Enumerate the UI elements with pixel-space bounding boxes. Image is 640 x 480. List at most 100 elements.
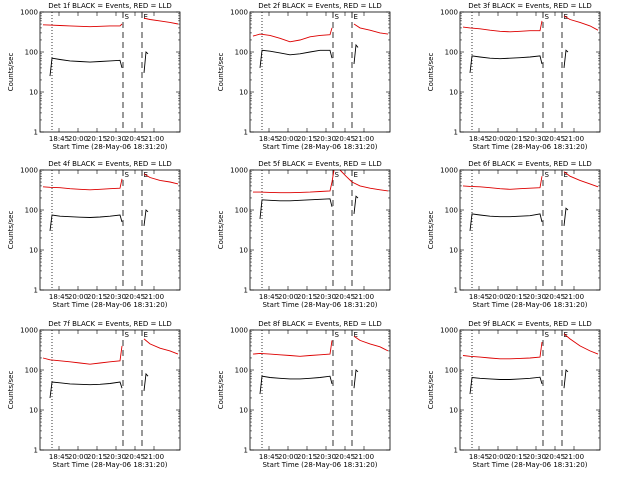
panel-title: Det 2f BLACK = Events, RED = LLD	[258, 2, 381, 10]
y-tick-label: 10	[239, 89, 248, 97]
y-tick-label: 1000	[230, 167, 248, 175]
y-tick-label: 10	[239, 247, 248, 255]
series-red-lld-line	[462, 341, 543, 360]
x-tick-label: 20:45	[545, 453, 565, 461]
x-tick-label: 18:45	[49, 293, 69, 301]
y-tick-label: 1	[454, 287, 458, 295]
x-tick-label: 18:45	[259, 135, 279, 143]
series-red-lld-line	[339, 169, 389, 192]
x-tick-label: 20:30	[316, 453, 336, 461]
series-black-events-line	[49, 214, 123, 231]
series-black-events-line	[469, 55, 543, 73]
panel-title: Det 9f BLACK = Events, RED = LLD	[468, 320, 591, 328]
y-tick-label: 100	[235, 367, 248, 375]
y-tick-label: 10	[449, 247, 458, 255]
series-red-lld-line	[353, 335, 389, 352]
y-tick-label: 1000	[440, 167, 458, 175]
plot-frame	[249, 329, 391, 451]
y-tick-label: 10	[239, 407, 248, 415]
x-axis-label: Start Time (28-May-06 18:31:20)	[472, 301, 587, 309]
y-tick-label: 100	[445, 207, 458, 215]
y-tick-label: 100	[25, 367, 38, 375]
x-tick-label: 20:45	[335, 293, 355, 301]
y-tick-label: 100	[25, 49, 38, 57]
y-tick-label: 1000	[230, 9, 248, 17]
y-tick-label: 1	[454, 447, 458, 455]
y-tick-label: 100	[235, 207, 248, 215]
vline-label: E	[564, 171, 568, 179]
vline-label: S	[545, 171, 550, 179]
series-red-lld-line	[143, 338, 179, 355]
y-tick-label: 1000	[440, 9, 458, 17]
x-tick-label: 21:00	[564, 135, 584, 143]
x-tick-label: 20:15	[87, 293, 107, 301]
x-tick-label: 20:30	[526, 293, 546, 301]
y-tick-label: 1	[244, 447, 248, 455]
x-tick-label: 20:45	[125, 453, 145, 461]
y-axis-label: Counts/sec	[7, 211, 15, 250]
y-tick-label: 100	[445, 367, 458, 375]
series-red-lld-line	[462, 176, 543, 190]
x-tick-label: 20:30	[106, 453, 126, 461]
x-tick-label: 18:45	[469, 135, 489, 143]
series-red-lld-line	[563, 171, 599, 188]
x-tick-label: 20:00	[68, 135, 88, 143]
plot-frame	[39, 169, 181, 291]
panel-title: Det 7f BLACK = Events, RED = LLD	[48, 320, 171, 328]
series-red-lld-line	[143, 17, 179, 25]
y-axis-label: Counts/sec	[217, 211, 225, 250]
series-black-events-line	[469, 376, 543, 395]
y-axis-label: Counts/sec	[7, 53, 15, 92]
x-tick-label: 20:15	[297, 453, 317, 461]
x-tick-label: 20:45	[335, 453, 355, 461]
vline-label: S	[545, 13, 550, 21]
plot-frame	[459, 11, 601, 133]
series-red-lld-line	[563, 15, 599, 31]
series-black-events-line	[259, 198, 333, 219]
plot-frame	[249, 169, 391, 291]
y-axis-label: Counts/sec	[427, 211, 435, 250]
x-tick-label: 20:15	[507, 453, 527, 461]
vline-label: E	[354, 171, 358, 179]
y-tick-label: 1	[244, 287, 248, 295]
detector-panel-9: Det 9f BLACK = Events, RED = LLD Counts/s…	[427, 320, 601, 469]
x-tick-label: 18:45	[469, 293, 489, 301]
panel-title: Det 3f BLACK = Events, RED = LLD	[468, 2, 591, 10]
x-tick-label: 20:15	[507, 293, 527, 301]
vline-label: S	[125, 331, 130, 339]
y-tick-label: 100	[25, 207, 38, 215]
y-tick-label: 10	[449, 89, 458, 97]
series-red-lld-line	[42, 178, 123, 191]
x-tick-label: 21:00	[354, 453, 374, 461]
plot-frame	[459, 329, 601, 451]
x-tick-label: 18:45	[259, 293, 279, 301]
x-tick-label: 21:00	[144, 293, 164, 301]
x-tick-label: 20:30	[526, 453, 546, 461]
x-axis-label: Start Time (28-May-06 18:31:20)	[52, 143, 167, 151]
y-axis-label: Counts/sec	[427, 53, 435, 92]
vline-label: S	[125, 171, 130, 179]
y-tick-label: 1	[34, 447, 38, 455]
x-tick-label: 20:45	[125, 135, 145, 143]
x-tick-label: 20:30	[316, 293, 336, 301]
x-tick-label: 21:00	[564, 453, 584, 461]
y-axis-label: Counts/sec	[427, 371, 435, 410]
series-black-events-line	[143, 209, 149, 226]
series-black-events-line	[353, 195, 359, 214]
x-tick-label: 18:45	[49, 453, 69, 461]
x-tick-label: 20:30	[106, 135, 126, 143]
panel-title: Det 5f BLACK = Events, RED = LLD	[258, 160, 381, 168]
x-tick-label: 20:00	[488, 453, 508, 461]
panel-title: Det 4f BLACK = Events, RED = LLD	[48, 160, 171, 168]
series-red-lld-line	[563, 333, 599, 355]
series-black-events-line	[469, 213, 543, 231]
detector-panel-6: Det 6f BLACK = Events, RED = LLD Counts/s…	[427, 160, 601, 309]
vline-label: S	[335, 331, 340, 339]
series-black-events-line	[563, 207, 569, 226]
x-tick-label: 20:15	[507, 135, 527, 143]
x-tick-label: 20:30	[106, 293, 126, 301]
x-axis-label: Start Time (28-May-06 18:31:20)	[262, 461, 377, 469]
x-tick-label: 20:00	[488, 135, 508, 143]
series-red-lld-line	[42, 23, 123, 28]
x-tick-label: 18:45	[469, 453, 489, 461]
